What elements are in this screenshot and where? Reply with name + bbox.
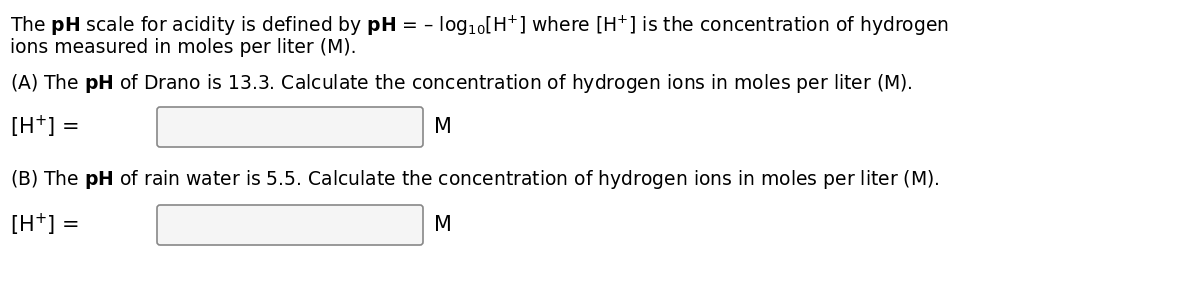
Text: $\left[\mathrm{H}^{+}\right]$ =: $\left[\mathrm{H}^{+}\right]$ = [10, 114, 79, 140]
Text: (B) The $\mathbf{p}\mathbf{H}$ of rain water is 5.5. Calculate the concentration: (B) The $\mathbf{p}\mathbf{H}$ of rain w… [10, 168, 940, 191]
FancyBboxPatch shape [157, 107, 424, 147]
Text: ions measured in moles per liter (M).: ions measured in moles per liter (M). [10, 38, 356, 57]
Text: (A) The $\mathbf{p}\mathbf{H}$ of Drano is 13.3. Calculate the concentration of : (A) The $\mathbf{p}\mathbf{H}$ of Drano … [10, 72, 913, 95]
Text: M: M [434, 117, 452, 137]
Text: M: M [434, 215, 452, 235]
FancyBboxPatch shape [157, 205, 424, 245]
Text: The $\mathbf{p}\mathbf{H}$ scale for acidity is defined by $\mathbf{p}\mathbf{H}: The $\mathbf{p}\mathbf{H}$ scale for aci… [10, 14, 949, 38]
Text: $\left[\mathrm{H}^{+}\right]$ =: $\left[\mathrm{H}^{+}\right]$ = [10, 212, 79, 238]
